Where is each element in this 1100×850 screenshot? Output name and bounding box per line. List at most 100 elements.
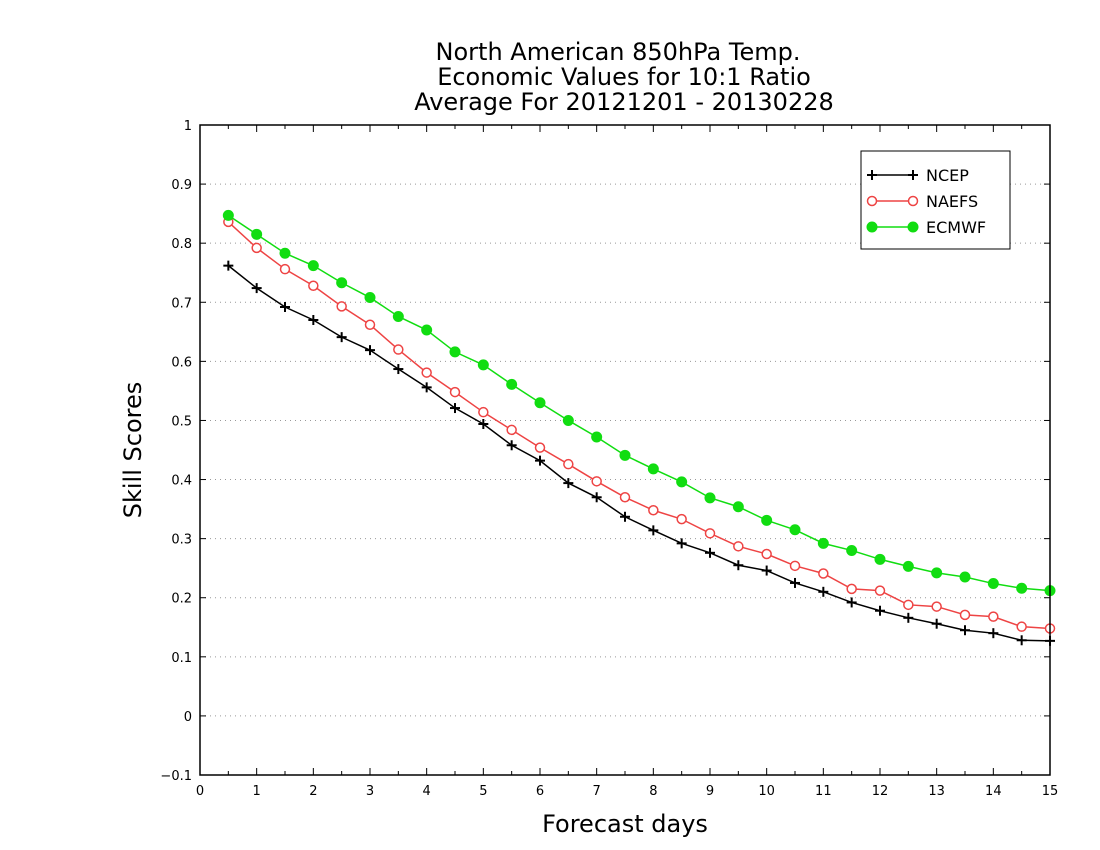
legend-marker [907, 221, 919, 233]
data-point [647, 463, 659, 475]
data-point [790, 577, 800, 588]
data-point [421, 382, 432, 393]
data-point [222, 209, 234, 221]
legend-marker [867, 170, 877, 180]
data-point [449, 346, 461, 358]
data-point [676, 513, 687, 525]
data-point [818, 568, 829, 579]
legend-label: NAEFS [926, 192, 978, 211]
data-point [478, 406, 489, 418]
legend-marker [908, 170, 918, 180]
x-tick-label: 3 [366, 784, 374, 799]
x-axis-ticks: 0 1 2 3 4 5 6 7 8 9 10 11 12 13 14 15 [196, 125, 1058, 799]
y-tick-label: 0.2 [171, 592, 192, 607]
chart-title-line-1: North American 850hPa Temp. [436, 38, 801, 66]
chart-title-line-2: Economic Values for 10:1 Ratio [437, 63, 811, 91]
x-tick-label: 8 [649, 784, 657, 799]
data-point [506, 440, 517, 451]
data-point [648, 525, 659, 536]
data-point [563, 458, 574, 470]
x-tick-label: 14 [985, 784, 1002, 799]
data-point [874, 585, 886, 596]
data-point [987, 578, 999, 590]
x-tick-label: 1 [253, 784, 261, 799]
series-ncep [223, 260, 1055, 646]
legend-marker [866, 195, 878, 207]
data-point [761, 514, 773, 526]
y-tick-label: 0.7 [171, 296, 192, 311]
series-lines [222, 209, 1056, 646]
y-tick-label: −0.1 [160, 769, 192, 784]
data-point [279, 263, 291, 275]
data-point [761, 548, 772, 560]
data-point [364, 319, 376, 330]
x-tick-label: 9 [706, 784, 714, 799]
y-tick-label: 0.8 [171, 237, 192, 252]
data-point [1016, 582, 1028, 594]
data-point [704, 492, 716, 504]
data-point [393, 344, 404, 355]
data-point [534, 397, 546, 409]
data-point [620, 511, 630, 522]
legend-box [860, 150, 1011, 250]
data-point [280, 302, 290, 312]
data-point [846, 544, 858, 556]
x-tick-label: 5 [479, 784, 487, 799]
data-point [988, 611, 999, 622]
y-tick-label: 0.5 [171, 414, 192, 429]
series-naefs [223, 216, 1056, 634]
data-point [902, 560, 914, 572]
y-tick-label: 0.1 [171, 651, 192, 666]
data-point [733, 541, 744, 552]
legend: NCEP NAEFS ECMWF [860, 150, 1011, 250]
data-point [421, 324, 433, 336]
data-point [251, 242, 262, 254]
data-point [931, 567, 943, 579]
data-point [789, 560, 801, 572]
data-point [761, 565, 772, 576]
data-point [563, 478, 574, 489]
data-point [336, 332, 347, 343]
x-tick-label: 7 [593, 784, 601, 799]
data-point [732, 501, 744, 513]
data-point [591, 492, 602, 503]
y-tick-label: 0.3 [171, 533, 192, 548]
data-point [223, 260, 234, 271]
x-tick-label: 13 [928, 784, 945, 799]
data-point [251, 228, 263, 240]
data-point [535, 455, 545, 466]
x-tick-label: 10 [758, 784, 775, 799]
data-point [336, 277, 348, 289]
y-tick-label: 0.6 [171, 355, 192, 370]
data-point [308, 315, 319, 325]
data-point [959, 571, 971, 583]
legend-item-ecmwf: ECMWF [866, 218, 986, 237]
data-point [506, 378, 518, 390]
data-point [1016, 621, 1027, 632]
legend-label: ECMWF [926, 218, 986, 237]
y-axis-label: Skill Scores [119, 382, 147, 519]
series-ecmwf [222, 209, 1056, 597]
x-tick-label: 2 [309, 784, 317, 799]
data-point [931, 618, 942, 629]
legend-label: NCEP [926, 166, 969, 185]
data-point [648, 505, 659, 516]
data-point [846, 597, 857, 608]
data-point [251, 283, 262, 294]
legend-marker [866, 221, 878, 233]
data-point [562, 414, 574, 426]
y-tick-label: 0.4 [171, 474, 192, 489]
data-point [365, 345, 375, 356]
data-point [817, 537, 829, 549]
data-point [279, 247, 291, 259]
data-point [789, 524, 801, 536]
series-line-naefs [227, 221, 1051, 630]
legend-marker [907, 195, 919, 207]
x-tick-label: 11 [815, 784, 832, 799]
legend-item-naefs: NAEFS [866, 192, 978, 211]
y-axis-ticks: −0.1 0 0.1 0.2 0.3 0.4 0.5 0.6 0.7 0.8 0.9 1 [160, 119, 1050, 784]
x-tick-label: 15 [1042, 784, 1059, 799]
data-point [818, 586, 829, 597]
grid [200, 183, 1050, 717]
